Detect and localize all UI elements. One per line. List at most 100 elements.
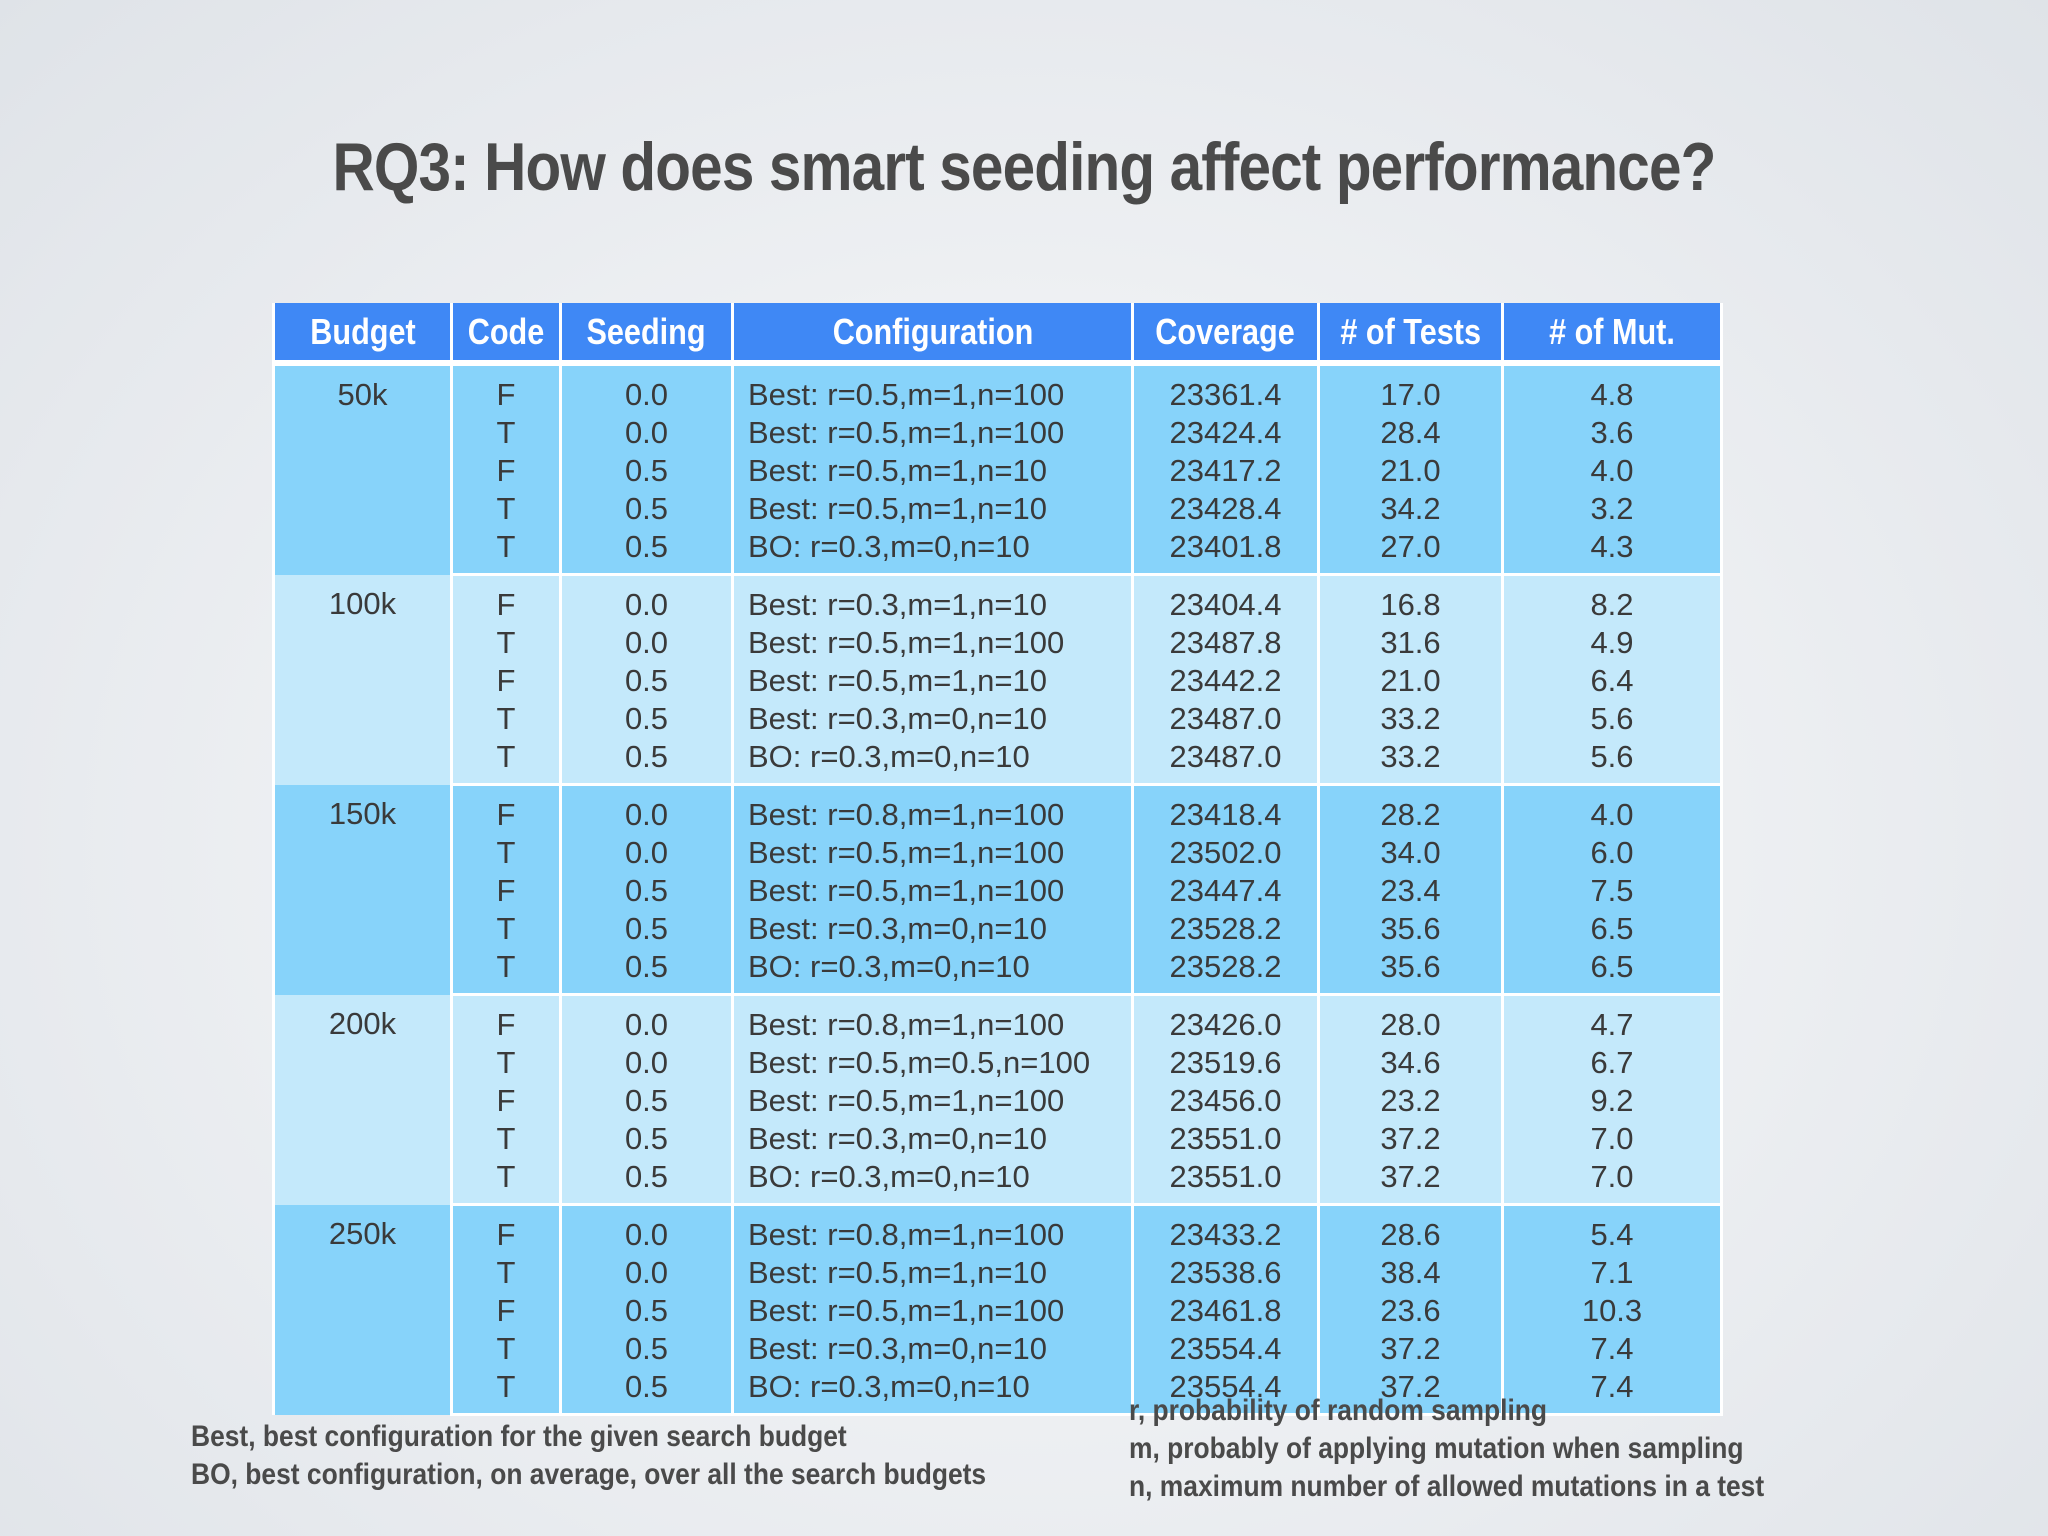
budget-group: 50k F 0.0 Best: r=0.5,m=1,n=100 23361.4 17.0 4…: [272, 363, 1723, 576]
seeding-cell: 0.5: [559, 738, 734, 786]
coverage-cell: 23487.0: [1131, 738, 1320, 786]
note-n: n, maximum number of allowed mutations i…: [1129, 1470, 1765, 1503]
mutations-cell: 6.4: [1501, 662, 1723, 700]
seeding-cell: 0.0: [559, 574, 734, 624]
tests-cell: 34.2: [1317, 490, 1504, 528]
table-row: T 0.0 Best: r=0.5,m=1,n=100 23502.0 34.0 6.0: [274, 834, 1723, 872]
table-row: 100k F 0.0 Best: r=0.3,m=1,n=10 23404.4 16.8 8…: [272, 574, 1723, 785]
code-cell: T: [450, 1330, 562, 1368]
tests-cell: 31.6: [1317, 624, 1504, 662]
table-row: F 0.5 Best: r=0.5,m=1,n=10 23442.2 21.0 6.4: [274, 662, 1723, 700]
seeding-cell: 0.5: [559, 452, 734, 490]
mutations-cell: 5.6: [1501, 738, 1723, 786]
tests-cell: 28.0: [1317, 994, 1504, 1044]
configuration-cell: Best: r=0.5,m=0.5,n=100: [731, 1044, 1134, 1082]
tests-cell: 21.0: [1317, 662, 1504, 700]
tests-cell: 23.6: [1317, 1292, 1504, 1330]
coverage-cell: 23361.4: [1131, 363, 1320, 414]
seeding-cell: 0.0: [559, 624, 734, 662]
tests-cell: 17.0: [1317, 363, 1504, 414]
seeding-cell: 0.5: [559, 528, 734, 576]
coverage-cell: 23487.8: [1131, 624, 1320, 662]
mutations-cell: 10.3: [1501, 1292, 1723, 1330]
header-coverage: Coverage: [1131, 303, 1320, 366]
seeding-cell: 0.0: [559, 994, 734, 1044]
code-cell: F: [450, 1204, 562, 1254]
table-row: 250k F 0.0 Best: r=0.8,m=1,n=100 23433.2 28.6…: [272, 1204, 1723, 1415]
table-row: T 0.5 Best: r=0.3,m=0,n=10 23487.0 33.2 5.6: [274, 700, 1723, 738]
mutations-cell: 7.0: [1501, 1158, 1723, 1206]
mutations-cell: 4.9: [1501, 624, 1723, 662]
tests-cell: 37.2: [1317, 1120, 1504, 1158]
table-row: F 0.5 Best: r=0.5,m=1,n=100 23461.8 23.6 10.3: [274, 1292, 1723, 1330]
table-row: T 0.0 Best: r=0.5,m=1,n=100 23424.4 28.4 3.6: [274, 414, 1723, 452]
coverage-cell: 23442.2: [1131, 662, 1320, 700]
mutations-cell: 8.2: [1501, 574, 1723, 624]
code-cell: T: [450, 1120, 562, 1158]
budget-cell: 150k: [272, 784, 453, 995]
mutations-cell: 3.6: [1501, 414, 1723, 452]
tests-cell: 23.4: [1317, 872, 1504, 910]
configuration-cell: Best: r=0.5,m=1,n=10: [731, 452, 1134, 490]
tests-cell: 38.4: [1317, 1254, 1504, 1292]
mutations-cell: 4.8: [1501, 363, 1723, 414]
table-row: T 0.5 BO: r=0.3,m=0,n=10 23487.0 33.2 5.6: [274, 738, 1723, 786]
code-cell: T: [450, 1044, 562, 1082]
seeding-cell: 0.5: [559, 1368, 734, 1416]
coverage-cell: 23554.4: [1131, 1368, 1320, 1416]
mutations-cell: 9.2: [1501, 1082, 1723, 1120]
coverage-cell: 23404.4: [1131, 574, 1320, 624]
seeding-cell: 0.5: [559, 872, 734, 910]
coverage-cell: 23447.4: [1131, 872, 1320, 910]
note-m: m, probably of applying mutation when sa…: [1129, 1432, 1744, 1465]
mutations-cell: 4.0: [1501, 784, 1723, 834]
table-row: T 0.5 Best: r=0.3,m=0,n=10 23528.2 35.6 6.5: [274, 910, 1723, 948]
table-row: 150k F 0.0 Best: r=0.8,m=1,n=100 23418.4 28.2…: [272, 784, 1723, 995]
table-row: T 0.5 BO: r=0.3,m=0,n=10 23551.0 37.2 7.0: [274, 1158, 1723, 1206]
code-cell: F: [450, 574, 562, 624]
table-row: T 0.5 Best: r=0.3,m=0,n=10 23551.0 37.2 7.0: [274, 1120, 1723, 1158]
configuration-cell: Best: r=0.5,m=1,n=10: [731, 1254, 1134, 1292]
table-row: T 0.5 BO: r=0.3,m=0,n=10 23528.2 35.6 6.5: [274, 948, 1723, 996]
configuration-cell: BO: r=0.3,m=0,n=10: [731, 738, 1134, 786]
coverage-cell: 23554.4: [1131, 1330, 1320, 1368]
seeding-cell: 0.5: [559, 948, 734, 996]
table-row: T 0.5 Best: r=0.3,m=0,n=10 23554.4 37.2 7.4: [274, 1330, 1723, 1368]
tests-cell: 33.2: [1317, 700, 1504, 738]
coverage-cell: 23424.4: [1131, 414, 1320, 452]
seeding-cell: 0.5: [559, 1292, 734, 1330]
configuration-cell: Best: r=0.3,m=0,n=10: [731, 1330, 1134, 1368]
tests-cell: 33.2: [1317, 738, 1504, 786]
mutations-cell: 7.5: [1501, 872, 1723, 910]
budget-group: 100k F 0.0 Best: r=0.3,m=1,n=10 23404.4 16.8 8…: [272, 574, 1723, 786]
seeding-cell: 0.0: [559, 784, 734, 834]
mutations-cell: 6.5: [1501, 910, 1723, 948]
table-row: T 0.0 Best: r=0.5,m=0.5,n=100 23519.6 34.6 6.…: [274, 1044, 1723, 1082]
budget-cell: 200k: [272, 994, 453, 1205]
header-budget: Budget: [272, 303, 453, 366]
tests-cell: 37.2: [1317, 1158, 1504, 1206]
coverage-cell: 23502.0: [1131, 834, 1320, 872]
configuration-cell: BO: r=0.3,m=0,n=10: [731, 948, 1134, 996]
configuration-cell: Best: r=0.5,m=1,n=100: [731, 834, 1134, 872]
mutations-cell: 7.0: [1501, 1120, 1723, 1158]
mutations-cell: 7.1: [1501, 1254, 1723, 1292]
coverage-cell: 23528.2: [1131, 948, 1320, 996]
budget-group: 200k F 0.0 Best: r=0.8,m=1,n=100 23426.0 28.0…: [272, 994, 1723, 1206]
mutations-cell: 4.7: [1501, 994, 1723, 1044]
seeding-cell: 0.0: [559, 1204, 734, 1254]
code-cell: F: [450, 784, 562, 834]
budget-cell: 100k: [272, 574, 453, 785]
budget-group: 250k F 0.0 Best: r=0.8,m=1,n=100 23433.2 28.6…: [272, 1204, 1723, 1416]
code-cell: T: [450, 490, 562, 528]
coverage-cell: 23528.2: [1131, 910, 1320, 948]
budget-cell: 50k: [272, 363, 453, 575]
tests-cell: 28.4: [1317, 414, 1504, 452]
configuration-cell: Best: r=0.3,m=0,n=10: [731, 700, 1134, 738]
configuration-cell: BO: r=0.3,m=0,n=10: [731, 528, 1134, 576]
configuration-cell: Best: r=0.5,m=1,n=100: [731, 1082, 1134, 1120]
coverage-cell: 23428.4: [1131, 490, 1320, 528]
tests-cell: 21.0: [1317, 452, 1504, 490]
seeding-cell: 0.0: [559, 363, 734, 414]
mutations-cell: 6.0: [1501, 834, 1723, 872]
